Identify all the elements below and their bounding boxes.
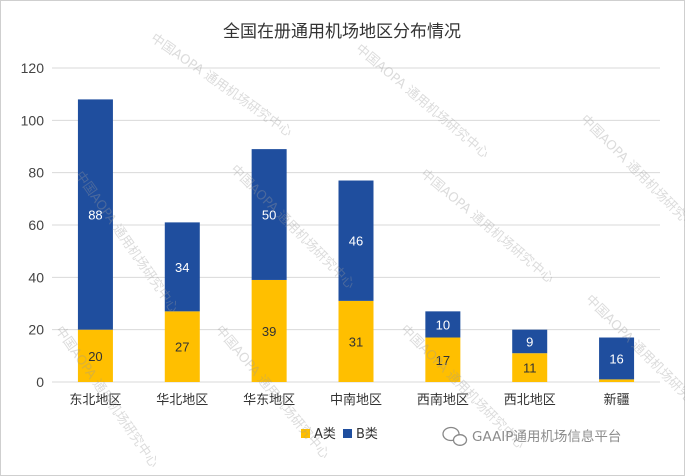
bar-segment	[164, 222, 200, 312]
data-label: 88	[88, 208, 102, 223]
data-label: 20	[88, 349, 102, 364]
data-label: 16	[609, 351, 623, 366]
watermark-text: 中国AOPA 通用机场研究中心	[352, 42, 491, 162]
legend-swatch	[343, 429, 352, 438]
watermark-text: 中国AOPA 通用机场研究中心	[577, 112, 685, 242]
x-category-label: 东北地区	[69, 393, 121, 408]
data-label: 9	[526, 334, 533, 349]
chart-title: 全国在册通用机场地区分布情况	[223, 22, 461, 42]
x-category-label: 西南地区	[417, 392, 469, 408]
bar-segment	[425, 337, 461, 382]
bar-segment	[77, 99, 113, 330]
legend-label: A类	[314, 427, 336, 442]
data-label: 31	[349, 334, 363, 349]
y-tick-label: 80	[28, 165, 44, 181]
data-label: 34	[175, 260, 189, 275]
legend-swatch	[301, 429, 310, 438]
bar-segment	[512, 353, 548, 382]
bar-segment	[425, 311, 461, 338]
y-tick-label: 40	[28, 269, 44, 285]
watermark-text: 中国AOPA 通用机场研究中心	[227, 162, 357, 292]
bar-segment	[512, 329, 548, 354]
bar-segment	[164, 311, 200, 382]
y-tick-label: 60	[28, 217, 44, 233]
wechat-icon	[442, 426, 468, 446]
legend-label: B类	[356, 427, 378, 442]
bars: 20 88 27 34 39 50 31 46 17 10 11 9 16	[77, 99, 635, 382]
bar-segment	[77, 329, 113, 382]
x-category-label: 华东地区	[243, 393, 295, 408]
data-label: 17	[436, 353, 450, 368]
x-category-label: 中南地区	[330, 392, 382, 408]
source-label: GAAIP通用机场信息平台	[472, 428, 621, 445]
gridlines	[52, 67, 660, 383]
y-tick-label: 20	[28, 322, 44, 338]
x-category-label: 华北地区	[156, 393, 208, 408]
data-label: 27	[175, 340, 189, 355]
bar-segment	[338, 300, 374, 382]
y-tick-label: 100	[21, 112, 45, 128]
bar-segment	[599, 337, 635, 380]
data-label: 46	[349, 234, 363, 249]
bar-segment	[599, 379, 635, 382]
y-tick-label: 0	[36, 374, 44, 390]
x-category-label: 西北地区	[504, 393, 556, 408]
data-label: 39	[262, 324, 276, 339]
watermark-text: 中国AOPA 通用机场研究中心	[148, 31, 295, 140]
bar-segment	[338, 180, 374, 301]
source-watermark: GAAIP通用机场信息平台	[442, 426, 621, 446]
y-tick-label: 120	[21, 60, 45, 76]
bar-segment	[251, 279, 287, 382]
data-label: 50	[262, 208, 276, 223]
legend: A类 B类	[301, 427, 378, 442]
x-axis: 东北地区 华北地区 华东地区 中南地区 西南地区 西北地区 新疆	[69, 392, 629, 408]
watermark-text: 中国AOPA 通用机场研究中心	[417, 167, 556, 287]
y-axis: 0 20 40 60 80 100 120	[21, 60, 45, 390]
data-label: 10	[436, 317, 450, 332]
x-category-label: 新疆	[604, 392, 630, 408]
bar-segment	[251, 149, 287, 280]
data-label: 11	[523, 361, 537, 376]
